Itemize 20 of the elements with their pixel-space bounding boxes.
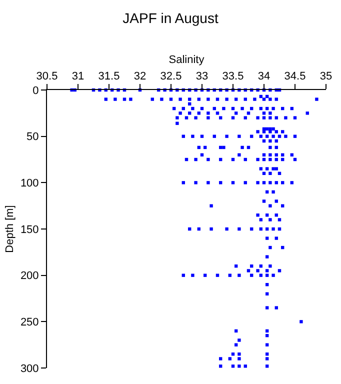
y-tick-label: 100 (20, 178, 39, 190)
chart-title: JAPF in August (122, 10, 218, 26)
x-tick-label: 33.5 (222, 70, 244, 83)
y-tick-label: 50 (26, 131, 39, 144)
x-tick-label: 32 (134, 70, 146, 83)
x-tick-label: 34.5 (284, 70, 306, 83)
y-tick-label: 300 (20, 362, 39, 375)
x-tick-label: 35 (320, 70, 332, 83)
x-tick-label: 34 (258, 70, 270, 83)
y-axis-title: Depth [m] (4, 205, 16, 253)
y-tick-label: 200 (20, 270, 39, 282)
y-tick-label: 0 (32, 84, 39, 97)
x-tick-label: 31 (72, 70, 84, 83)
x-tick-label: 33 (196, 70, 208, 83)
x-tick-label: 32.5 (160, 70, 182, 83)
x-tick-label: 31.5 (98, 70, 120, 83)
y-tick-label: 150 (20, 224, 39, 236)
y-tick-label: 250 (20, 316, 39, 329)
x-axis-title: Salinity (168, 54, 205, 66)
x-tick-label: 30.5 (36, 70, 58, 83)
